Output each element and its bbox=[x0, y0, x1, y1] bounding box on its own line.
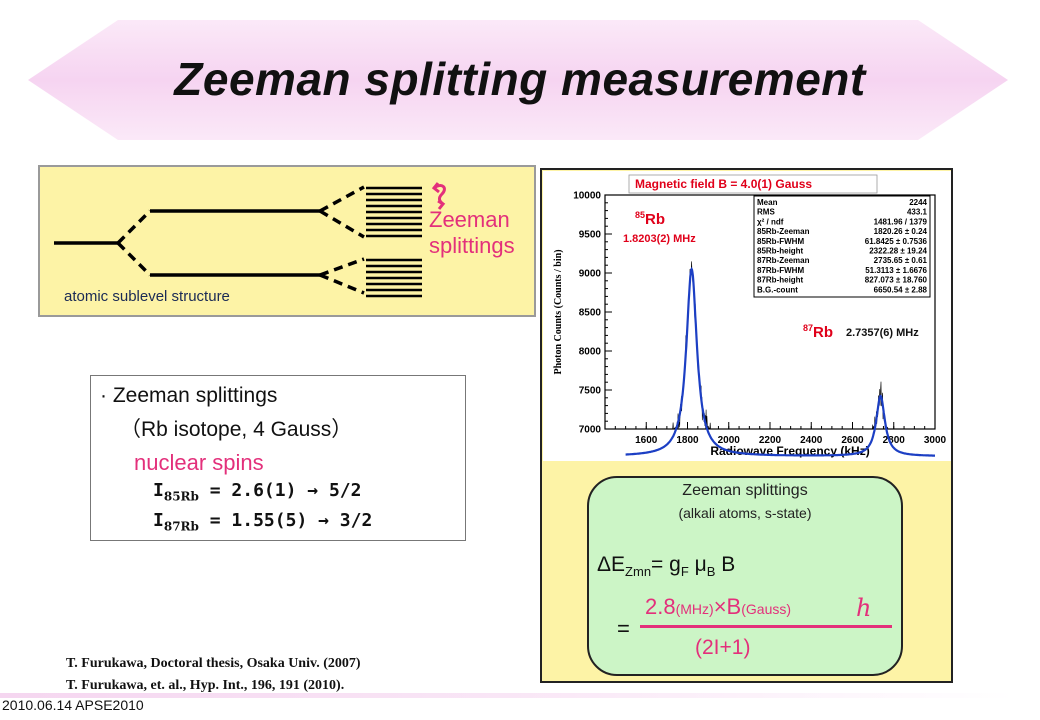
reference-1: T. Furukawa, Doctoral thesis, Osaka Univ… bbox=[66, 656, 361, 671]
stats-value: 1820.26 ± 0.24 bbox=[874, 227, 928, 236]
formula-numerator: 2.8(MHz)×B(Gauss) bbox=[645, 594, 792, 619]
chart-title: Magnetic field B = 4.0(1) Gauss bbox=[635, 177, 812, 191]
stats-value: 2322.28 ± 19.24 bbox=[869, 247, 927, 256]
y-axis-label: Photon Counts (Counts / bin) bbox=[553, 249, 564, 374]
stats-key: 85Rb-FWHM bbox=[757, 237, 804, 246]
info-line-1: · Zeeman splittings bbox=[100, 384, 278, 407]
stats-value: 1481.96 / 1379 bbox=[874, 217, 928, 226]
y-tick-label: 7000 bbox=[579, 425, 602, 436]
y-tick-label: 9500 bbox=[579, 230, 602, 241]
y-tick-label: 9000 bbox=[579, 269, 602, 280]
y-tick-label: 7500 bbox=[579, 386, 602, 397]
peak-rb87-frequency: 2.7357(6) MHz bbox=[846, 327, 919, 339]
x-tick-label: 2800 bbox=[883, 435, 906, 446]
upper-zeeman-levels bbox=[366, 186, 422, 238]
footer-date: 2010.06.14 APSE2010 bbox=[2, 697, 144, 713]
stats-value: 433.1 bbox=[907, 208, 928, 217]
spin-rb85: I85Rb = 2.6(1) → 5/2 bbox=[153, 480, 362, 504]
fraction-line bbox=[640, 625, 892, 628]
peak-rb85-frequency: 1.8203(2) MHz bbox=[623, 233, 696, 245]
splitting-arrow-icon bbox=[431, 182, 446, 210]
title-banner bbox=[28, 20, 1008, 140]
y-tick-label: 8000 bbox=[579, 347, 602, 358]
y-tick-label: 8500 bbox=[579, 308, 602, 319]
peak-rb87-label: 87Rb bbox=[803, 323, 833, 341]
stats-key: χ² / ndf bbox=[757, 217, 784, 226]
x-tick-label: 3000 bbox=[924, 435, 947, 446]
stats-key: 87Rb-height bbox=[757, 276, 804, 285]
fit-curve-series bbox=[625, 266, 935, 457]
stats-value: 6650.54 ± 2.88 bbox=[874, 285, 928, 294]
stats-value: 2244 bbox=[909, 198, 927, 207]
x-tick-label: 2600 bbox=[841, 435, 864, 446]
lower-zeeman-levels bbox=[366, 258, 422, 298]
x-tick-label: 1800 bbox=[676, 435, 699, 446]
stats-key: 87Rb-FWHM bbox=[757, 266, 804, 275]
diagram-label: atomic sublevel structure bbox=[64, 288, 230, 305]
formula-denominator: (2I+1) bbox=[695, 636, 751, 659]
stats-box bbox=[753, 195, 931, 298]
stats-key: 85Rb-height bbox=[757, 247, 804, 256]
chart-title-box bbox=[628, 174, 878, 194]
stats-key: 87Rb-Zeeman bbox=[757, 256, 810, 265]
sublevel-diagram bbox=[54, 182, 446, 298]
y-tick-label: 10000 bbox=[573, 191, 601, 202]
info-line-2: （Rb isotope, 4 Gauss） bbox=[120, 418, 353, 441]
hbar-symbol: h bbox=[856, 594, 872, 622]
x-tick-label: 2200 bbox=[759, 435, 782, 446]
peak-rb85-label: 85Rb bbox=[635, 210, 665, 228]
stats-value: 827.073 ± 18.760 bbox=[865, 276, 928, 285]
stats-value: 51.3113 ± 1.6676 bbox=[865, 266, 927, 275]
stats-value: 2735.65 ± 0.61 bbox=[874, 256, 928, 265]
stats-value: 61.8425 ± 0.7536 bbox=[865, 237, 928, 246]
stats-key: 85Rb-Zeeman bbox=[757, 227, 810, 236]
stats-key: RMS bbox=[757, 208, 775, 217]
formula-title: Zeeman splittings bbox=[682, 482, 808, 499]
x-tick-label: 2400 bbox=[800, 435, 823, 446]
footer-divider bbox=[0, 693, 1014, 698]
stats-key: B.G.-count bbox=[757, 285, 798, 294]
stats-key: Mean bbox=[757, 198, 778, 207]
formula-box bbox=[587, 476, 903, 676]
zeeman-spectrum-chart: 1600 1800 2000 2200 2400 2600 2800 3000 7000 7500… bbox=[553, 174, 947, 458]
zeeman-splittings-label: Zeeman splittings bbox=[429, 207, 515, 258]
nuclear-spin-box bbox=[90, 375, 466, 541]
x-tick-label: 2000 bbox=[718, 435, 741, 446]
spin-rb87: I87Rb = 1.55(5) → 3/2 bbox=[153, 510, 373, 534]
formula-subtitle: (alkali atoms, s-state) bbox=[678, 505, 812, 521]
zeeman-energy-equation: ΔEZmn= gF μB B bbox=[597, 553, 736, 580]
reference-2: T. Furukawa, et. al., Hyp. Int., 196, 19… bbox=[66, 678, 345, 693]
slide-title: Zeeman splitting measurement bbox=[174, 53, 866, 105]
x-tick-label: 1600 bbox=[635, 435, 658, 446]
nuclear-spins-heading: nuclear spins bbox=[134, 450, 264, 475]
equals-sign: = bbox=[617, 616, 630, 641]
